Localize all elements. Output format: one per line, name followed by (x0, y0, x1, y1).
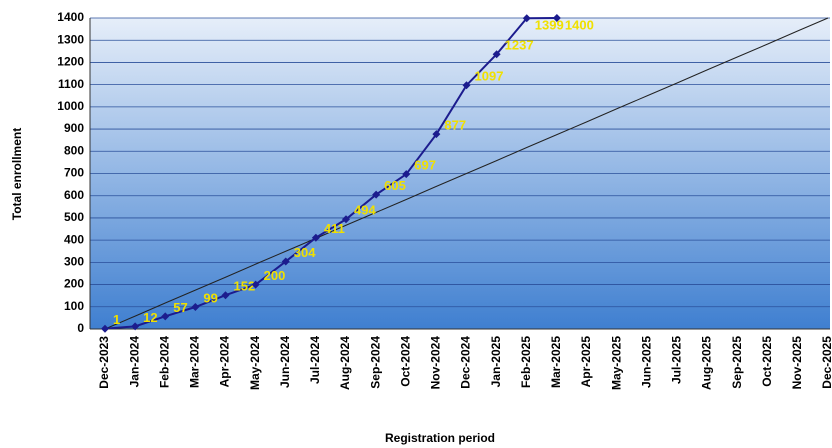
x-tick-label: Dec-2024 (459, 336, 473, 389)
y-tick-label: 1000 (57, 99, 84, 113)
x-tick-label: May-2025 (609, 336, 623, 390)
marker (552, 14, 561, 22)
data-label: 697 (414, 158, 436, 173)
y-tick-label: 0 (77, 321, 84, 335)
x-tick-label: Mar-2025 (549, 336, 563, 388)
y-tick-label: 300 (64, 255, 84, 269)
data-label: 877 (444, 118, 466, 133)
marker (311, 233, 320, 242)
x-tick-label: Jan-2024 (127, 336, 141, 388)
marker (221, 291, 230, 300)
y-tick-label: 700 (64, 166, 84, 180)
x-tick-label: May-2024 (248, 336, 262, 390)
x-tick-label: Jul-2024 (308, 336, 322, 384)
x-tick-label: Nov-2024 (429, 336, 443, 390)
data-label: 494 (354, 203, 376, 218)
x-tick-label: Aug-2024 (338, 336, 352, 390)
marker (191, 303, 200, 312)
marker (372, 190, 381, 199)
x-tick-label: Dec-2025 (820, 336, 832, 389)
y-tick-label: 1300 (57, 32, 84, 46)
marker (522, 14, 531, 23)
x-tick-label: Jan-2025 (489, 336, 503, 388)
x-tick-label: Mar-2024 (188, 336, 202, 388)
data-label: 304 (294, 245, 316, 260)
x-tick-label: Feb-2025 (519, 336, 533, 388)
marker (432, 130, 441, 139)
x-tick-label: Sep-2025 (730, 336, 744, 389)
data-label: 152 (234, 279, 256, 294)
data-label: 57 (173, 300, 187, 315)
x-tick-label: Jun-2024 (278, 336, 292, 388)
y-tick-label: 600 (64, 188, 84, 202)
data-label: 1399 (535, 17, 564, 32)
x-tick-label: Jun-2025 (639, 336, 653, 388)
marker (251, 280, 260, 289)
y-axis-title: Total enrollment (10, 128, 24, 220)
x-tick-label: Apr-2025 (579, 336, 593, 388)
data-label: 1400 (565, 17, 594, 32)
x-tick-label: Oct-2024 (398, 336, 412, 387)
x-tick-label: Oct-2025 (760, 336, 774, 387)
x-tick-label: Sep-2024 (368, 336, 382, 389)
data-label: 200 (264, 268, 286, 283)
series-line (104, 17, 829, 329)
data-label: 1097 (475, 69, 504, 84)
y-tick-label: 500 (64, 210, 84, 224)
y-tick-label: 1200 (57, 55, 84, 69)
data-label: 411 (324, 221, 345, 236)
x-tick-label: Aug-2025 (700, 336, 714, 390)
data-label: 605 (384, 178, 406, 193)
marker (161, 312, 170, 321)
x-tick-label: Feb-2024 (157, 336, 171, 388)
y-tick-label: 1400 (57, 10, 84, 24)
x-tick-label: Apr-2024 (218, 336, 232, 388)
y-tick-label: 1100 (58, 77, 84, 91)
y-tick-label: 900 (64, 121, 84, 135)
marker (281, 257, 290, 266)
x-tick-label: Nov-2025 (790, 336, 804, 390)
marker (402, 170, 411, 179)
data-label: 1 (113, 312, 120, 327)
marker (131, 322, 140, 331)
y-tick-label: 100 (64, 299, 84, 313)
y-tick-label: 200 (64, 277, 84, 291)
data-label: 1237 (505, 38, 534, 53)
data-label: 12 (143, 310, 157, 325)
x-tick-label: Dec-2023 (97, 336, 111, 389)
marker (492, 50, 501, 59)
marker (101, 324, 109, 333)
series-line (104, 17, 557, 329)
marker (342, 215, 350, 224)
y-tick-label: 800 (64, 143, 84, 157)
x-tick-label: Jul-2025 (670, 336, 684, 384)
marker (462, 81, 471, 90)
x-axis-title: Registration period (385, 431, 495, 445)
y-tick-label: 400 (64, 232, 84, 246)
data-label: 99 (203, 290, 217, 305)
